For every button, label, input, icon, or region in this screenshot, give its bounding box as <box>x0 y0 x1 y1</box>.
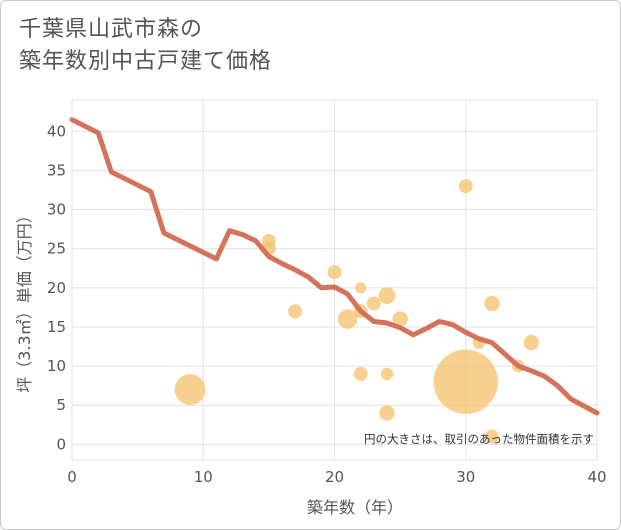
chart-title: 千葉県山武市森の 築年数別中古戸建て価格 <box>19 14 272 78</box>
x-tick-label: 0 <box>67 468 77 486</box>
data-point <box>353 366 368 381</box>
y-tick-label: 5 <box>56 396 66 414</box>
y-axis-label: 坪（3.3㎡）単価（万円） <box>15 207 34 392</box>
data-point <box>484 295 500 312</box>
size-annotation: 円の大きさは、取引のあった物件面積を示す <box>364 432 594 446</box>
grid-lines <box>71 99 598 461</box>
data-point <box>366 296 381 311</box>
data-point <box>288 304 303 319</box>
axis-ticks: 0 10 20 30 40 0 5 10 15 20 25 30 35 40 <box>47 122 607 486</box>
data-point <box>458 179 473 194</box>
y-tick-label: 15 <box>47 318 66 336</box>
x-axis-label: 築年数（年） <box>307 498 403 517</box>
data-point <box>174 374 206 405</box>
x-tick-label: 40 <box>587 468 606 486</box>
data-point <box>380 367 394 381</box>
y-tick-label: 40 <box>47 122 66 140</box>
data-points <box>174 179 540 444</box>
data-point <box>433 349 498 414</box>
title-line-1: 千葉県山武市森の <box>19 17 204 42</box>
data-point <box>379 405 395 421</box>
y-tick-label: 0 <box>56 435 66 453</box>
y-tick-label: 20 <box>47 279 66 297</box>
data-point <box>378 287 396 305</box>
x-tick-label: 30 <box>456 468 475 486</box>
data-point <box>485 429 499 444</box>
y-tick-label: 35 <box>47 161 66 179</box>
data-point <box>523 334 540 351</box>
x-tick-label: 10 <box>194 468 213 486</box>
data-point <box>337 309 358 329</box>
y-tick-label: 25 <box>47 240 66 258</box>
data-point <box>355 282 367 294</box>
trend-line <box>69 117 600 416</box>
data-point <box>327 265 342 280</box>
data-point <box>392 311 408 327</box>
y-tick-label: 10 <box>47 357 66 375</box>
x-tick-label: 20 <box>325 468 344 486</box>
title-line-2: 築年数別中古戸建て価格 <box>19 49 273 74</box>
y-tick-label: 30 <box>47 201 66 219</box>
